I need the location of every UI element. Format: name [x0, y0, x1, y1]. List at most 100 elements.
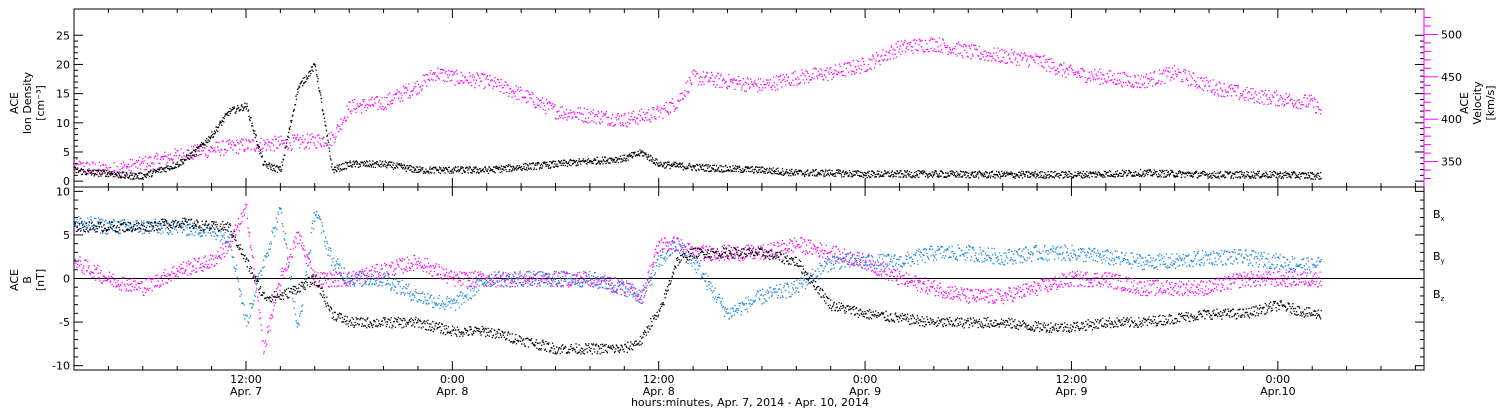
data-point	[303, 82, 305, 84]
data-point	[290, 149, 292, 151]
data-point	[1257, 101, 1259, 103]
data-point	[486, 75, 488, 77]
data-point	[1160, 170, 1162, 172]
data-point	[662, 165, 664, 167]
data-point	[1076, 175, 1078, 177]
data-point	[1249, 97, 1251, 100]
data-point	[857, 65, 859, 67]
data-point	[336, 124, 339, 126]
data-point	[329, 138, 332, 140]
data-point	[719, 86, 721, 88]
data-point	[488, 166, 491, 168]
data-point	[1263, 103, 1265, 105]
data-point	[1167, 70, 1169, 72]
data-point	[1237, 85, 1240, 87]
data-point	[255, 133, 257, 136]
data-point	[107, 168, 109, 170]
data-point	[1141, 83, 1143, 85]
data-point	[957, 173, 960, 176]
data-point	[1178, 71, 1181, 74]
data-point	[1282, 101, 1284, 103]
data-point	[199, 263, 202, 265]
data-point	[703, 83, 705, 85]
data-point	[825, 69, 828, 72]
data-point	[150, 156, 152, 159]
data-point	[781, 86, 783, 88]
data-point	[679, 93, 681, 95]
data-point	[511, 169, 513, 172]
data-point	[1251, 175, 1253, 178]
data-point	[1035, 177, 1037, 179]
data-point	[980, 58, 982, 60]
data-point	[967, 56, 969, 58]
data-point	[77, 260, 79, 262]
data-point	[448, 74, 451, 76]
data-point	[1139, 78, 1141, 80]
data-point	[949, 47, 951, 49]
data-point	[635, 154, 637, 157]
data-point	[373, 98, 376, 100]
data-point	[733, 170, 735, 173]
data-point	[180, 263, 182, 266]
data-point	[1033, 173, 1035, 176]
data-point	[886, 59, 888, 61]
data-point	[77, 167, 79, 169]
data-point	[450, 70, 452, 73]
data-point	[1016, 173, 1018, 176]
data-point	[1283, 105, 1285, 107]
data-point	[429, 168, 431, 170]
data-point	[588, 112, 590, 114]
data-point	[1052, 176, 1054, 178]
data-point	[782, 174, 785, 176]
data-point	[791, 172, 793, 174]
data-point	[726, 170, 728, 172]
data-point	[423, 79, 425, 82]
data-point	[463, 169, 465, 171]
data-point	[554, 160, 557, 163]
data-point	[1065, 171, 1067, 173]
data-point	[1053, 66, 1055, 68]
data-point	[786, 73, 788, 76]
data-point	[349, 165, 351, 167]
data-point	[871, 170, 873, 172]
data-point	[308, 147, 310, 149]
data-point	[491, 169, 493, 171]
data-point	[1256, 173, 1258, 175]
data-point	[752, 83, 754, 86]
data-point	[445, 70, 447, 72]
data-point	[848, 61, 850, 64]
data-point	[498, 81, 500, 84]
data-point	[352, 101, 354, 103]
data-point	[796, 84, 798, 86]
data-point	[122, 277, 125, 279]
data-point	[182, 163, 184, 165]
data-point	[112, 170, 114, 172]
data-point	[1081, 173, 1083, 175]
data-point	[812, 73, 814, 75]
data-point	[426, 171, 429, 173]
data-point	[349, 160, 351, 162]
data-point	[891, 173, 893, 176]
data-point	[545, 112, 547, 115]
data-point	[443, 169, 445, 172]
data-point	[905, 51, 907, 53]
data-point	[324, 142, 326, 144]
data-point	[294, 104, 297, 106]
data-point	[914, 176, 916, 179]
data-point	[892, 48, 894, 50]
data-point	[144, 175, 146, 178]
data-point	[377, 108, 379, 110]
data-point	[362, 164, 365, 166]
data-point	[917, 49, 919, 51]
data-point	[657, 107, 659, 109]
data-point	[847, 62, 849, 64]
data-point	[284, 268, 286, 271]
data-point	[95, 169, 97, 172]
data-point	[1165, 176, 1167, 178]
data-point	[736, 83, 738, 85]
data-point	[306, 255, 309, 257]
data-point	[724, 82, 726, 84]
data-point	[1319, 178, 1321, 180]
data-point	[600, 111, 603, 113]
data-point	[1312, 178, 1314, 180]
